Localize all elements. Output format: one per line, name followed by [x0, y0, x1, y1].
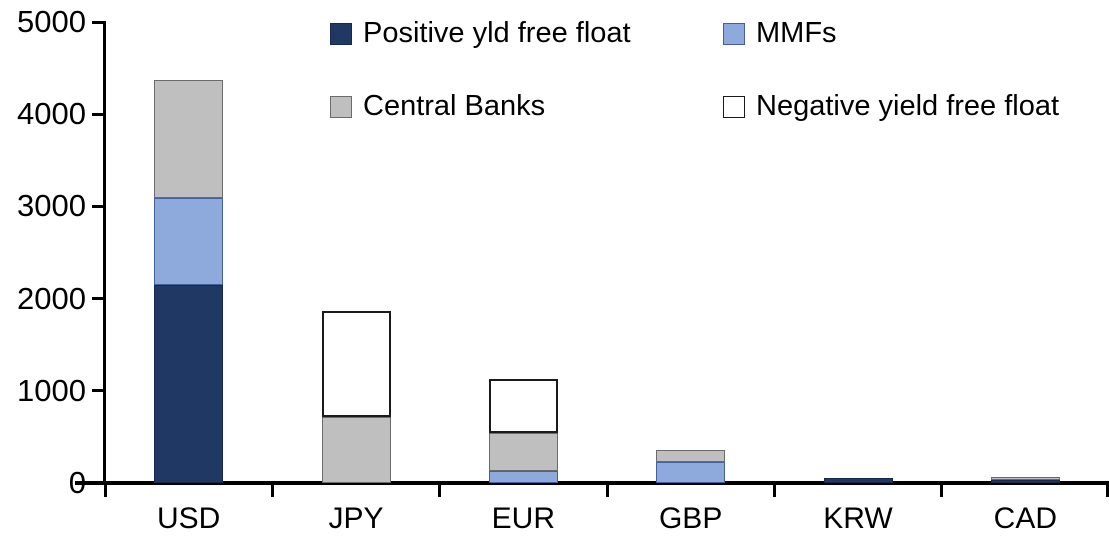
- y-axis-tick: [92, 112, 106, 116]
- bar-krw: [823, 22, 893, 483]
- x-axis-label-jpy: JPY: [328, 502, 384, 535]
- y-axis-tick-label: 3000: [17, 188, 86, 224]
- bar-eur: [488, 22, 558, 483]
- y-axis-tick-label: 1000: [17, 372, 86, 408]
- y-axis-tick: [92, 20, 106, 24]
- bar-segment-usd-positive-yld-free-float: [154, 284, 224, 483]
- legend-item-mmfs: MMFs: [723, 17, 837, 50]
- bar-segment-gbp-central-banks: [656, 450, 726, 462]
- bar-usd: [154, 22, 224, 483]
- legend-label: Negative yield free float: [756, 90, 1060, 122]
- x-axis-tick: [605, 483, 609, 497]
- bar-segment-usd-mmfs: [154, 198, 224, 285]
- bar-jpy: [321, 22, 391, 483]
- bar-segment-jpy-negative-yield-free-float: [321, 311, 391, 418]
- x-axis-tick: [103, 483, 107, 497]
- y-axis-tick: [92, 389, 106, 393]
- legend-label: MMFs: [756, 17, 837, 49]
- bar-segment-jpy-central-banks: [321, 417, 391, 483]
- legend-label: Central Banks: [363, 90, 546, 122]
- x-axis-label-krw: KRW: [823, 502, 893, 535]
- legend-swatch-mmfs: [723, 22, 745, 45]
- x-axis-tick: [1106, 483, 1109, 497]
- y-axis-line: [103, 22, 106, 485]
- x-axis-tick: [940, 483, 944, 497]
- bar-segment-krw-positive-yld-free-float: [823, 478, 893, 483]
- bar-cad: [990, 22, 1060, 483]
- legend-item-negative-yield-free-float: Negative yield free float: [723, 90, 1059, 123]
- x-axis-label-eur: EUR: [491, 502, 555, 535]
- x-axis-label-gbp: GBP: [658, 502, 723, 535]
- bar-gbp: [656, 22, 726, 483]
- bar-segment-eur-mmfs: [488, 471, 558, 483]
- y-axis-tick: [92, 204, 106, 208]
- x-axis-label-usd: USD: [156, 502, 221, 535]
- y-axis-tick-label: 4000: [17, 96, 86, 132]
- legend-swatch-negative-yield-free-float: [723, 95, 745, 118]
- y-axis-tick-label: 0: [0, 467, 86, 499]
- x-axis-tick: [438, 483, 442, 497]
- legend-item-positive-yld-free-float: Positive yld free float: [330, 17, 631, 50]
- x-axis-line: [75, 481, 1109, 485]
- x-axis-tick: [270, 483, 274, 497]
- x-axis-tick: [772, 483, 776, 497]
- x-axis-label-cad: CAD: [993, 502, 1057, 535]
- y-axis-tick: [92, 297, 106, 301]
- bar-segment-usd-central-banks: [154, 80, 224, 199]
- bar-segment-gbp-mmfs: [656, 461, 726, 483]
- legend-swatch-central-banks: [330, 95, 352, 118]
- bar-segment-eur-central-banks: [488, 433, 558, 472]
- bar-segment-eur-negative-yield-free-float: [488, 378, 558, 434]
- y-axis-tick-label: 2000: [17, 280, 86, 316]
- legend-swatch-positive-yld-free-float: [330, 22, 352, 45]
- bar-segment-cad-positive-yld-free-float: [990, 480, 1060, 483]
- bar-segment-cad-central-banks: [990, 476, 1060, 481]
- y-axis-tick-label: 5000: [17, 4, 86, 39]
- legend-item-central-banks: Central Banks: [330, 90, 545, 123]
- legend-label: Positive yld free float: [363, 17, 631, 49]
